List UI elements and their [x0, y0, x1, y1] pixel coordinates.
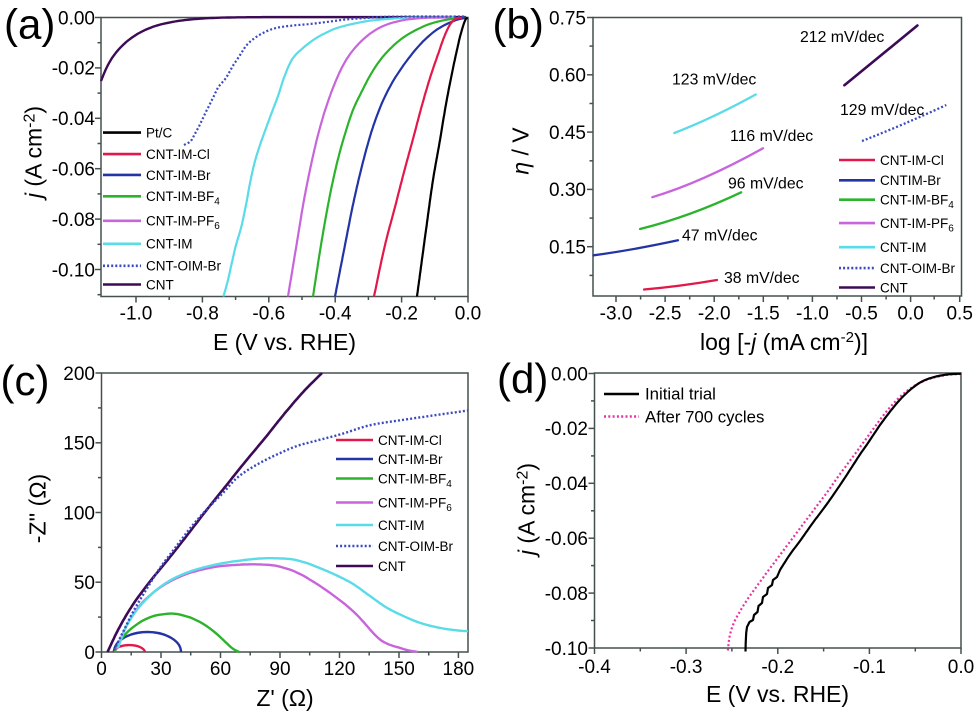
- svg-text:30: 30: [150, 659, 171, 680]
- svg-text:CNT-OIM-Br: CNT-OIM-Br: [880, 261, 955, 276]
- svg-text:-0.04: -0.04: [545, 474, 589, 495]
- svg-text:-0.3: -0.3: [670, 657, 703, 678]
- svg-text:90: 90: [269, 659, 290, 680]
- svg-text:129 mV/dec: 129 mV/dec: [840, 102, 924, 119]
- svg-text:-0.06: -0.06: [545, 529, 588, 550]
- svg-text:CNTIM-Br: CNTIM-Br: [880, 173, 941, 188]
- svg-text:CNT-IM-BF4: CNT-IM-BF4: [378, 471, 452, 490]
- svg-text:120: 120: [324, 659, 356, 680]
- svg-text:-1.5: -1.5: [747, 303, 780, 324]
- svg-text:CNT-OIM-Br: CNT-OIM-Br: [146, 259, 221, 274]
- svg-text:-0.02: -0.02: [52, 59, 95, 80]
- svg-text:-0.4: -0.4: [578, 657, 611, 678]
- svg-text:η / V: η / V: [508, 127, 534, 175]
- svg-text:150: 150: [383, 659, 415, 680]
- svg-text:-0.5: -0.5: [845, 303, 878, 324]
- svg-text:-0.08: -0.08: [52, 210, 95, 231]
- svg-text:200: 200: [63, 364, 95, 385]
- svg-text:116 mV/dec: 116 mV/dec: [730, 128, 813, 145]
- svg-text:0.5: 0.5: [946, 303, 972, 324]
- svg-text:0.00: 0.00: [58, 8, 95, 29]
- svg-text:Pt/C: Pt/C: [146, 126, 173, 141]
- svg-text:50: 50: [74, 573, 95, 594]
- svg-text:123 mV/dec: 123 mV/dec: [672, 71, 756, 88]
- svg-text:0: 0: [84, 643, 95, 664]
- svg-text:0.0: 0.0: [897, 303, 923, 324]
- svg-text:-2.0: -2.0: [698, 303, 731, 324]
- svg-text:-0.6: -0.6: [252, 303, 285, 324]
- svg-text:0.15: 0.15: [549, 238, 586, 259]
- svg-text:0.00: 0.00: [551, 364, 588, 385]
- svg-text:60: 60: [210, 659, 231, 680]
- svg-text:0.0: 0.0: [948, 657, 974, 678]
- svg-text:Initial trial: Initial trial: [645, 385, 716, 404]
- svg-text:CNT: CNT: [146, 277, 174, 292]
- svg-text:-2.5: -2.5: [649, 303, 682, 324]
- svg-text:CNT-IM-BF4: CNT-IM-BF4: [146, 189, 220, 208]
- svg-text:CNT-OIM-Br: CNT-OIM-Br: [378, 539, 453, 554]
- svg-text:CNT-IM-Cl: CNT-IM-Cl: [146, 147, 210, 162]
- svg-text:0.0: 0.0: [455, 303, 481, 324]
- svg-text:-0.10: -0.10: [52, 260, 95, 281]
- svg-text:96 mV/dec: 96 mV/dec: [728, 176, 804, 193]
- svg-text:CNT-IM-Br: CNT-IM-Br: [146, 168, 211, 183]
- svg-text:CNT-IM-PF6: CNT-IM-PF6: [146, 214, 220, 233]
- svg-text:-1.0: -1.0: [796, 303, 829, 324]
- svg-text:-0.04: -0.04: [52, 109, 96, 130]
- svg-text:After 700 cycles: After 700 cycles: [645, 407, 764, 426]
- svg-text:CNT-IM-PF6: CNT-IM-PF6: [880, 216, 954, 235]
- svg-text:-0.02: -0.02: [545, 419, 588, 440]
- svg-text:-0.08: -0.08: [545, 584, 588, 605]
- svg-text:CNT-IM: CNT-IM: [378, 518, 425, 533]
- svg-text:-0.06: -0.06: [52, 160, 95, 181]
- svg-text:CNT-IM: CNT-IM: [146, 237, 193, 252]
- svg-text:180: 180: [443, 659, 475, 680]
- svg-text:0: 0: [96, 659, 107, 680]
- svg-text:0.75: 0.75: [549, 8, 586, 29]
- svg-text:38 mV/dec: 38 mV/dec: [724, 270, 800, 287]
- svg-text:(b): (b): [493, 1, 544, 48]
- svg-text:(d): (d): [497, 355, 548, 402]
- svg-text:47 mV/dec: 47 mV/dec: [682, 228, 758, 245]
- svg-text:0.60: 0.60: [549, 66, 586, 87]
- svg-text:(c): (c): [1, 357, 50, 404]
- svg-text:0.45: 0.45: [549, 123, 586, 144]
- svg-text:-Z'' (Ω): -Z'' (Ω): [25, 474, 51, 543]
- svg-text:100: 100: [63, 503, 95, 524]
- svg-text:-0.10: -0.10: [545, 639, 588, 660]
- svg-text:CNT-IM: CNT-IM: [880, 240, 927, 255]
- svg-text:-0.4: -0.4: [319, 303, 352, 324]
- svg-text:log [-j (mA cm-2)]: log [-j (mA cm-2)]: [700, 329, 868, 355]
- svg-text:0.30: 0.30: [549, 180, 586, 201]
- svg-text:CNT-IM-Cl: CNT-IM-Cl: [378, 433, 442, 448]
- svg-text:CNT-IM-BF4: CNT-IM-BF4: [880, 193, 954, 212]
- svg-text:-3.0: -3.0: [600, 303, 633, 324]
- svg-text:-0.1: -0.1: [853, 657, 886, 678]
- svg-text:CNT-IM-Cl: CNT-IM-Cl: [880, 153, 944, 168]
- svg-text:CNT-IM-Br: CNT-IM-Br: [378, 452, 443, 467]
- svg-text:-0.8: -0.8: [186, 303, 219, 324]
- svg-text:CNT: CNT: [378, 559, 406, 574]
- svg-text:CNT: CNT: [880, 280, 908, 295]
- svg-text:-0.2: -0.2: [761, 657, 794, 678]
- svg-text:150: 150: [63, 434, 95, 455]
- svg-text:(a): (a): [4, 1, 55, 48]
- svg-text:E (V vs. RHE): E (V vs. RHE): [213, 329, 356, 355]
- svg-text:212 mV/dec: 212 mV/dec: [800, 29, 884, 46]
- svg-text:E (V vs. RHE): E (V vs. RHE): [706, 681, 849, 707]
- svg-text:CNT-IM-PF6: CNT-IM-PF6: [378, 495, 452, 514]
- svg-text:-1.0: -1.0: [120, 303, 153, 324]
- svg-text:Z' (Ω): Z' (Ω): [256, 685, 313, 711]
- svg-text:-0.2: -0.2: [385, 303, 418, 324]
